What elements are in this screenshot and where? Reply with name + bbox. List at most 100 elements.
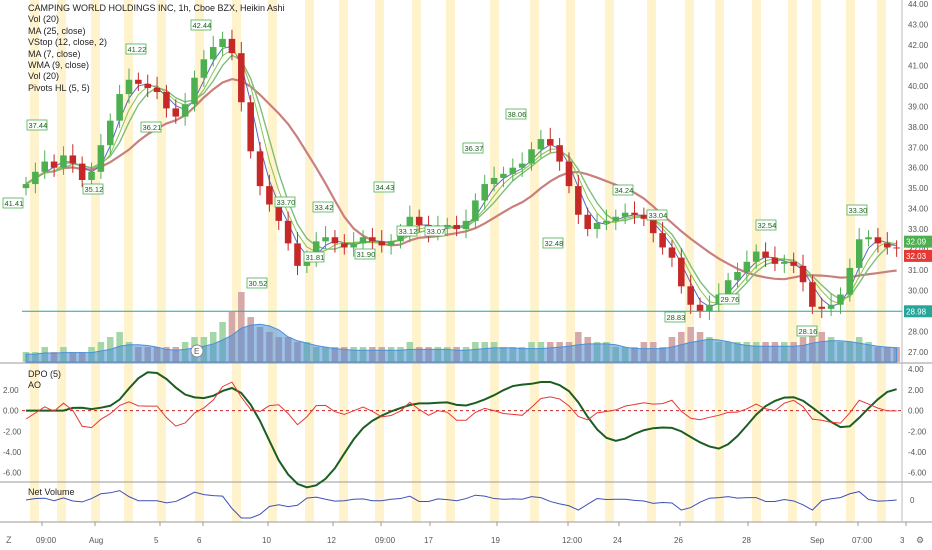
candle-body — [649, 218, 657, 234]
indicator-4[interactable]: WMA (9, close) — [28, 60, 90, 71]
price-tick-1: 43.00 — [908, 21, 929, 30]
price-badge-text-0: 32.09 — [906, 238, 927, 247]
pivot-label-8: 33.42 — [315, 203, 334, 212]
candle-body — [781, 261, 788, 264]
ao-tick-1: 2.00 — [908, 386, 924, 395]
pivot-label-12: 33.12 — [399, 227, 418, 236]
candle-body — [41, 161, 48, 172]
ao-line — [26, 371, 897, 489]
candle-body — [490, 177, 498, 185]
indicator-3[interactable]: MA (7, close) — [28, 48, 81, 59]
session-band-9 — [339, 0, 348, 522]
indicator-2[interactable]: VStop (12, close, 2) — [28, 37, 108, 48]
candle-body — [369, 237, 376, 242]
session-band-17 — [647, 0, 656, 522]
pivot-box-10 — [373, 181, 395, 193]
candle-body — [284, 220, 292, 244]
session-band-5 — [195, 0, 204, 522]
session-band-23 — [846, 0, 855, 522]
candle-body — [668, 247, 676, 258]
candle-body — [172, 108, 180, 117]
indicator-list: Vol (20) MA (25, close) VStop (12, close, … — [28, 14, 285, 94]
pivot-box-12 — [396, 225, 418, 237]
settings-icon[interactable]: ⚙ — [916, 535, 925, 545]
pivot-label-13: 33.07 — [427, 227, 446, 236]
pivot-box-5 — [190, 19, 212, 31]
indicator-0[interactable]: Vol (20) — [28, 14, 60, 25]
candle-body — [69, 155, 77, 164]
x-tick-1: Aug — [89, 536, 103, 545]
earnings-icon — [190, 344, 204, 358]
candle-body — [350, 243, 357, 248]
candle-body — [575, 186, 582, 215]
price-tick-4: 40.00 — [908, 82, 929, 91]
candle-body — [378, 241, 386, 246]
pivot-label-0: 37.44 — [29, 121, 48, 130]
pivot-box-18 — [646, 209, 668, 221]
candle-body — [200, 59, 208, 78]
pivot-box-14 — [462, 142, 484, 154]
candle-body — [219, 38, 226, 48]
ao-tick-0: 4.00 — [908, 365, 924, 374]
pivot-box-19 — [664, 311, 686, 323]
indicator-6[interactable]: Pivots HL (5, 5) — [28, 82, 90, 93]
timezone-button[interactable]: Z — [6, 535, 12, 545]
ao-tick-2: 0.00 — [908, 407, 924, 416]
session-band-2 — [91, 0, 100, 522]
price-badge-text-2: 28.98 — [906, 307, 927, 316]
price-tick-7: 37.00 — [908, 143, 929, 152]
candle-body — [827, 304, 835, 309]
candle-body — [312, 241, 320, 258]
candle-body — [537, 139, 545, 150]
candle-body — [631, 212, 638, 215]
session-band-16 — [605, 0, 614, 522]
candle-body — [603, 220, 610, 223]
candle-body — [294, 243, 301, 266]
pivot-box-11 — [354, 248, 376, 260]
price-tick-8: 36.00 — [908, 164, 929, 173]
candle-body — [762, 251, 769, 258]
x-tick-14: 07:00 — [852, 536, 873, 545]
candle-body — [565, 161, 573, 187]
candle-body — [481, 184, 488, 201]
session-band-15 — [566, 0, 575, 522]
candle-body — [621, 212, 629, 217]
price-tick-10: 34.00 — [908, 205, 929, 214]
chart-legend: CAMPING WORLD HOLDINGS INC, 1h, Cboe BZX… — [28, 3, 285, 94]
candle-body — [706, 304, 713, 311]
candle-body — [88, 171, 95, 180]
x-tick-5: 12 — [327, 536, 336, 545]
pivot-box-3 — [82, 183, 104, 195]
ma7-line — [25, 45, 897, 308]
candle-body — [331, 237, 339, 244]
candle-body — [275, 204, 283, 221]
candle-body — [472, 200, 479, 221]
candle-body — [181, 104, 189, 117]
session-band-1 — [57, 0, 66, 522]
x-tick-9: 12:00 — [562, 536, 583, 545]
ao-tick-4: -4.00 — [908, 448, 927, 457]
candle-body — [593, 222, 601, 230]
session-band-7 — [268, 0, 277, 522]
pivot-box-22 — [846, 204, 868, 216]
candle-body — [444, 224, 451, 228]
candle-body — [341, 243, 348, 248]
indicator-5[interactable]: Vol (20) — [28, 71, 60, 82]
pivot-box-2 — [125, 43, 147, 55]
pivot-label-22: 33.30 — [849, 206, 868, 215]
session-band-24 — [877, 0, 886, 522]
pivot-box-23 — [796, 325, 818, 337]
indicator-1[interactable]: MA (25, close) — [28, 25, 86, 36]
session-band-10 — [375, 0, 384, 522]
session-band-19 — [715, 0, 724, 522]
candle-body — [743, 261, 751, 273]
pivot-label-3: 35.12 — [85, 185, 104, 194]
candle-body — [106, 120, 114, 146]
candle-body — [893, 247, 900, 249]
candle-body — [387, 241, 395, 246]
session-band-3 — [124, 0, 133, 522]
candle-body — [818, 306, 826, 309]
pivot-box-17 — [612, 184, 634, 196]
candle-body — [22, 184, 30, 189]
